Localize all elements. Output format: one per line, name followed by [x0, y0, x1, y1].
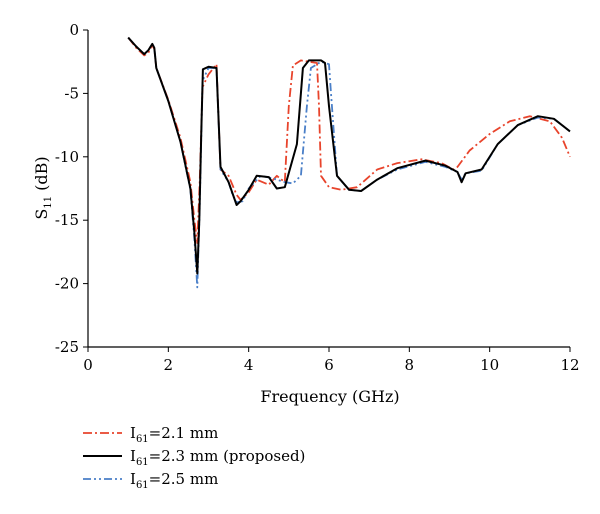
x-tick-label: 6 [324, 356, 334, 374]
legend-label-3: I61=2.5 mm [130, 470, 218, 491]
legend-label-2: I61=2.3 mm (proposed) [130, 447, 305, 468]
y-tick-label: -20 [55, 275, 79, 293]
legend-label-1: I61=2.1 mm [130, 424, 218, 445]
x-tick-label: 0 [83, 356, 93, 374]
x-tick-label: 4 [244, 356, 254, 374]
y-tick-label: -25 [55, 338, 79, 356]
y-tick-label: -15 [55, 211, 79, 229]
x-tick-label: 2 [164, 356, 174, 374]
y-tick-label: -5 [64, 84, 79, 102]
series-line-3 [127, 36, 571, 289]
y-axis-title: S11 (dB) [32, 156, 54, 219]
series-line-2 [127, 36, 571, 275]
tick-labels: 0 2 4 6 8 10 12 0 -5 -10 -15 -20 -25 [55, 21, 580, 374]
y-tick-label: 0 [69, 21, 79, 39]
x-tick-label: 12 [560, 356, 579, 374]
x-tick-label: 10 [480, 356, 499, 374]
series-line-1 [127, 37, 571, 244]
x-tick-label: 8 [405, 356, 415, 374]
y-tick-label: -10 [55, 148, 79, 166]
plot-area [127, 36, 571, 289]
axes [83, 29, 571, 352]
x-axis-title: Frequency (GHz) [260, 387, 399, 406]
